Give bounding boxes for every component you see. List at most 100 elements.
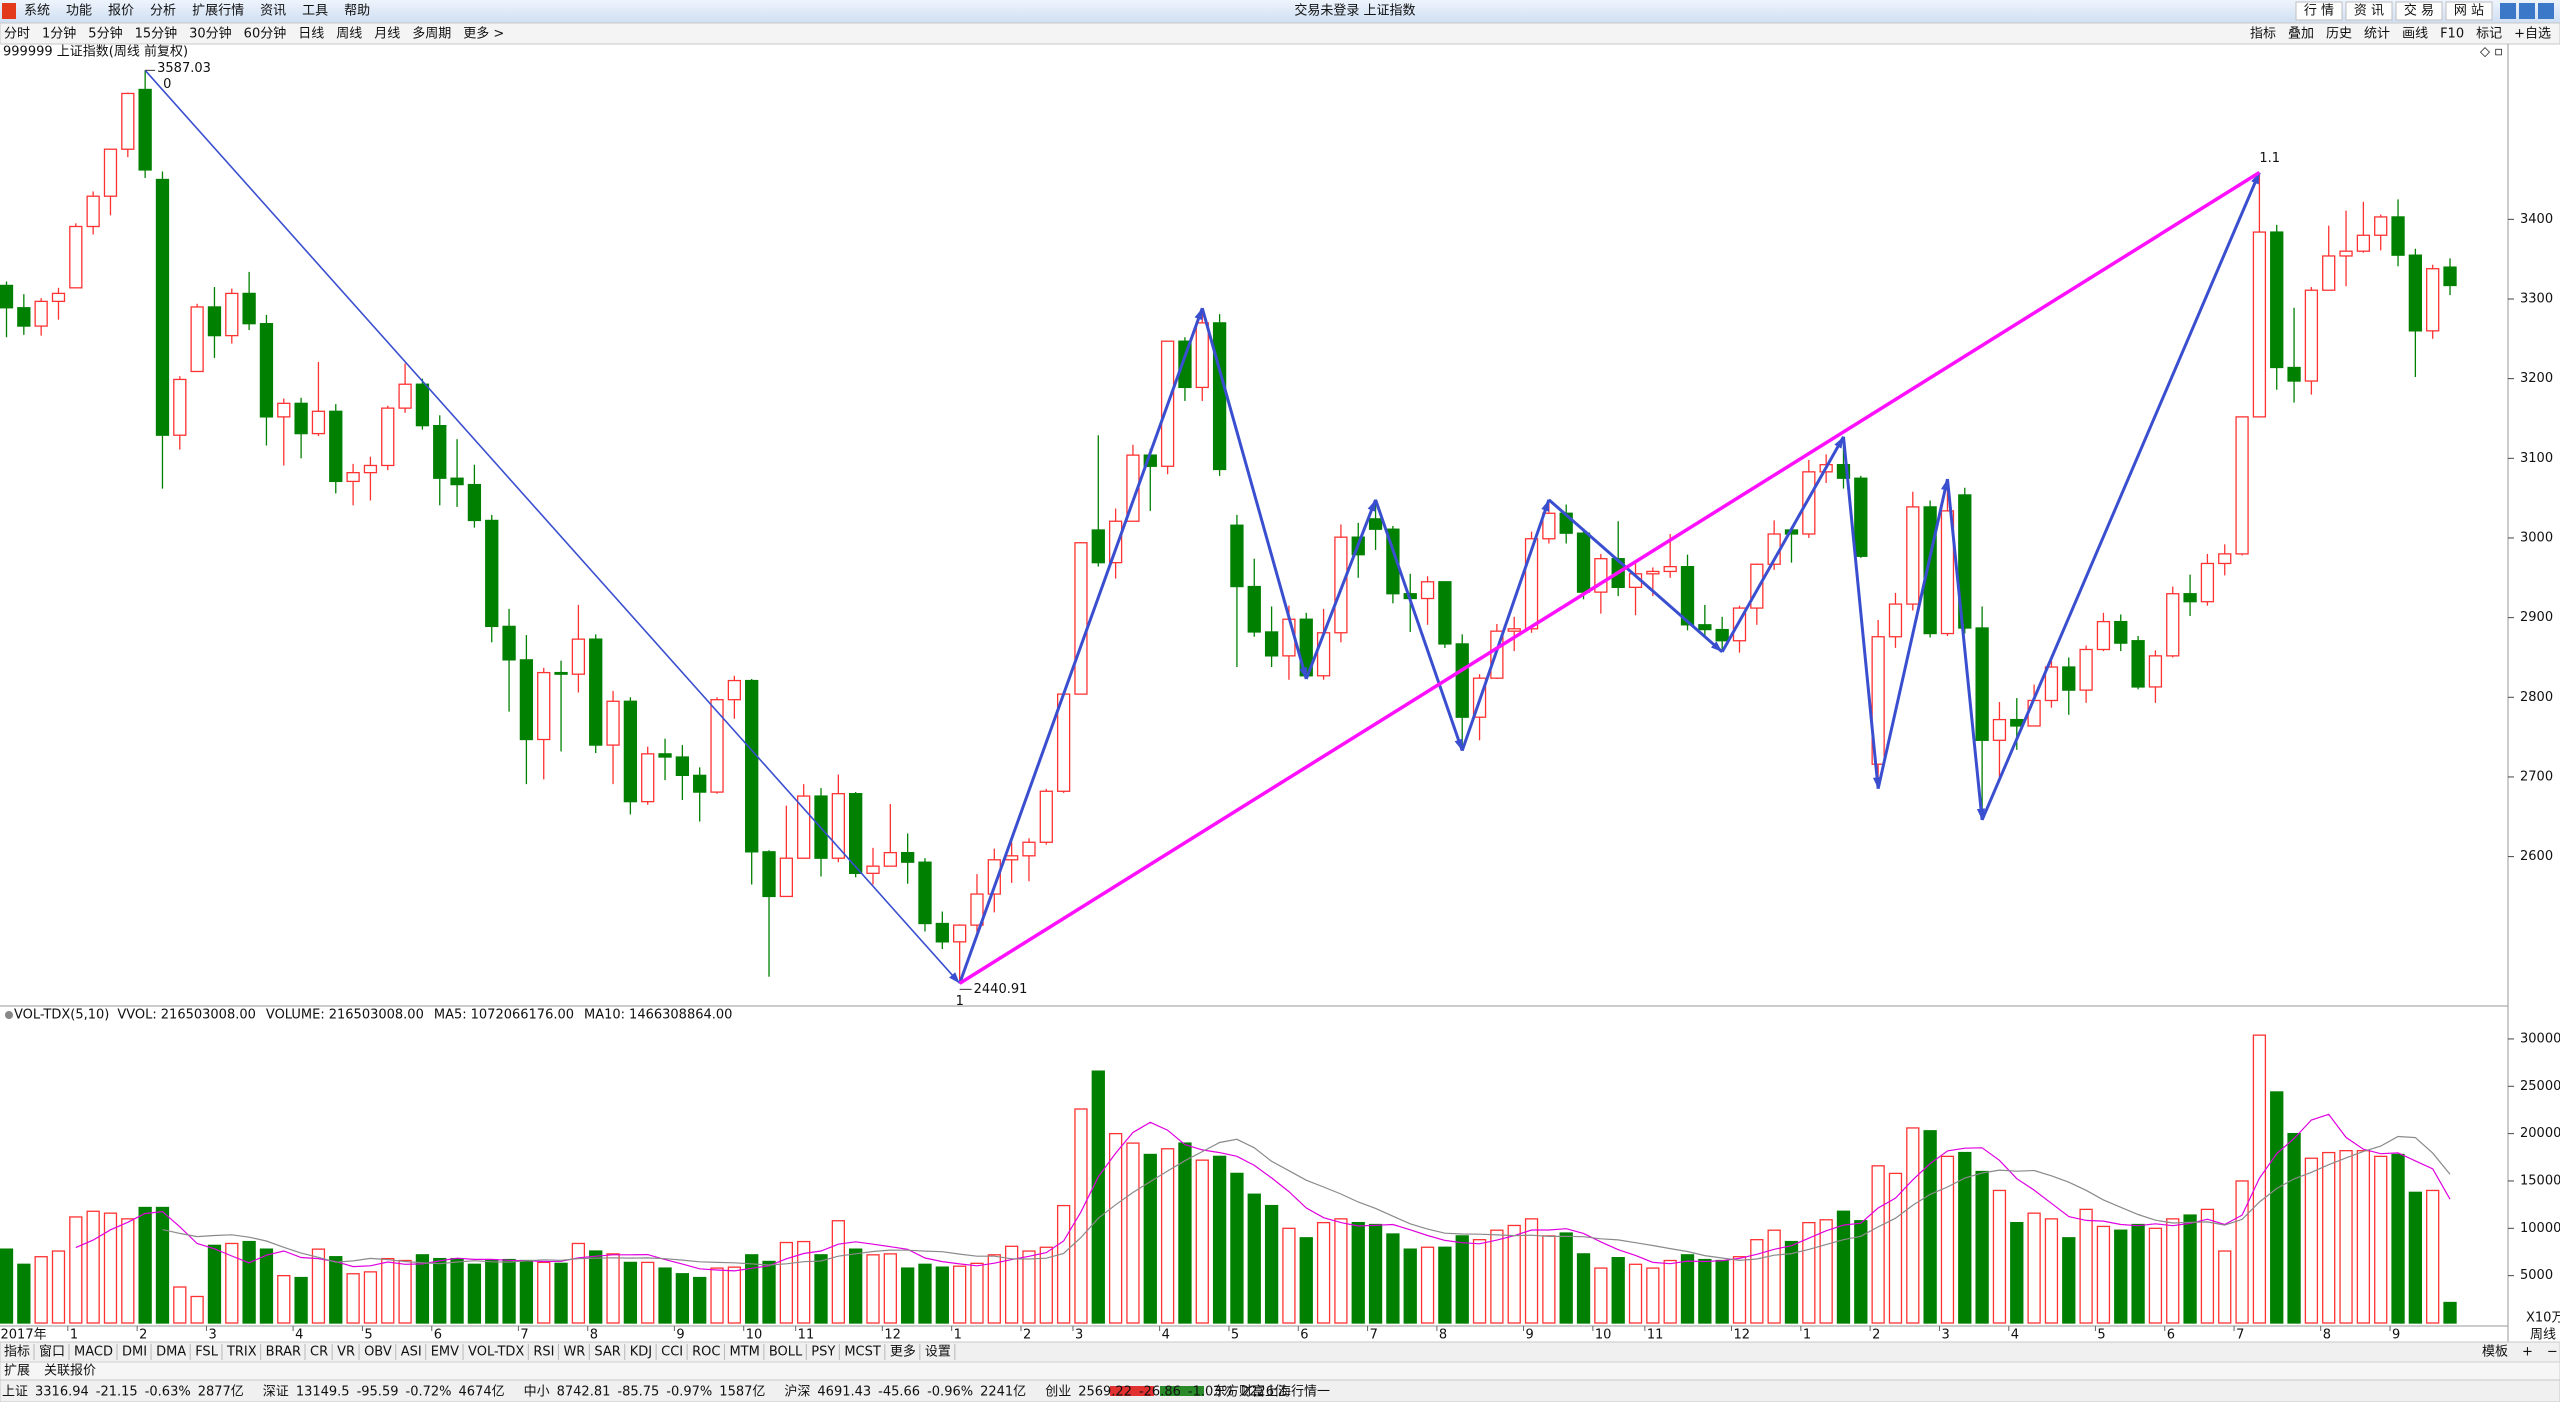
indicator-tab[interactable]: WR: [563, 1345, 585, 1360]
menu-item[interactable]: 分析: [150, 4, 176, 19]
candle-body: [1871, 636, 1885, 765]
y-tick-label: 2800: [2520, 690, 2553, 705]
menu-item[interactable]: 资讯: [260, 4, 286, 19]
tool-button[interactable]: 画线: [2402, 27, 2428, 42]
candle-body: [1438, 581, 1452, 645]
indicator-tab[interactable]: 设置: [925, 1345, 951, 1360]
menu-item[interactable]: 工具: [302, 4, 328, 19]
candle-body: [623, 700, 638, 803]
indicator-tab[interactable]: TRIX: [226, 1345, 257, 1360]
top-button-label[interactable]: 网 站: [2454, 4, 2484, 19]
top-button-label[interactable]: 资 讯: [2354, 4, 2384, 19]
indicator-tab[interactable]: DMA: [156, 1345, 186, 1360]
indicator-tab[interactable]: FSL: [195, 1345, 219, 1360]
candle-body: [2374, 216, 2388, 236]
status-value: 8742.81: [557, 1385, 611, 1400]
top-button[interactable]: [2445, 1, 2493, 21]
period-tab[interactable]: 30分钟: [189, 26, 232, 42]
indicator-tab[interactable]: RSI: [533, 1345, 554, 1360]
menu-item[interactable]: 扩展行情: [192, 4, 244, 19]
period-tab[interactable]: 更多 >: [463, 26, 504, 42]
indicator-tab[interactable]: ROC: [692, 1345, 720, 1360]
close-button[interactable]: [2538, 3, 2554, 19]
indicator-tab[interactable]: MCST: [844, 1345, 881, 1360]
y-tick-label: 3300: [2520, 291, 2553, 306]
volume-bar: [2235, 1180, 2249, 1324]
extra-tab[interactable]: 扩展: [4, 1364, 30, 1379]
candle-body: [2131, 640, 2145, 688]
volume-bar: [467, 1263, 482, 1324]
legend-name: MA10:: [584, 1008, 625, 1023]
menu-item[interactable]: 报价: [108, 4, 134, 19]
tool-button[interactable]: 统计: [2364, 27, 2390, 42]
indicator-tab[interactable]: CCI: [661, 1345, 683, 1360]
indicator-tab[interactable]: 窗口: [39, 1344, 65, 1360]
panel-control[interactable]: +: [2522, 1345, 2533, 1360]
indicator-tab[interactable]: MTM: [729, 1345, 759, 1360]
tool-button[interactable]: 指标: [2250, 27, 2276, 42]
candle-body: [2235, 416, 2249, 555]
x-tick-label: 8: [1439, 1328, 1447, 1343]
top-button[interactable]: [2295, 1, 2343, 21]
tool-button[interactable]: F10: [2440, 27, 2464, 42]
top-button[interactable]: [2345, 1, 2393, 21]
menu-item[interactable]: 系统: [24, 4, 50, 19]
period-tab[interactable]: 1分钟: [42, 26, 76, 42]
candle-body: [727, 679, 742, 701]
indicator-tab[interactable]: VOL-TDX: [468, 1345, 524, 1360]
indicator-tab[interactable]: PSY: [811, 1345, 835, 1360]
chart-tool-icons[interactable]: ◇ ▫: [2480, 45, 2503, 60]
top-button-label[interactable]: 交 易: [2404, 3, 2434, 19]
period-tab[interactable]: 周线: [336, 27, 362, 42]
indicator-tab[interactable]: VR: [337, 1345, 355, 1360]
period-tab[interactable]: 分时: [4, 27, 30, 42]
volume-bar: [1940, 1155, 1955, 1324]
volume-bar: [658, 1267, 672, 1324]
tool-button[interactable]: 叠加: [2288, 27, 2314, 42]
indicator-tab[interactable]: DMI: [122, 1345, 147, 1360]
panel-control[interactable]: −: [2547, 1345, 2558, 1360]
menu-item[interactable]: 功能: [66, 4, 92, 19]
tool-button[interactable]: 历史: [2326, 27, 2352, 42]
period-tab[interactable]: 多周期: [412, 26, 451, 42]
period-tab[interactable]: 5分钟: [88, 26, 122, 42]
minimize-button[interactable]: [2500, 3, 2516, 19]
indicator-tab[interactable]: OBV: [364, 1345, 392, 1360]
volume-bar: [1334, 1218, 1348, 1324]
volume-bar: [831, 1220, 845, 1324]
top-button[interactable]: [2395, 1, 2443, 21]
indicator-tab[interactable]: KDJ: [630, 1345, 652, 1360]
period-tab[interactable]: 月线: [374, 27, 400, 42]
menu-item[interactable]: 帮助: [344, 4, 370, 19]
status-amount: 2226亿: [1241, 1385, 1287, 1400]
period-tab[interactable]: 60分钟: [244, 26, 287, 42]
maximize-button[interactable]: [2519, 3, 2535, 19]
indicator-tab[interactable]: BOLL: [769, 1345, 803, 1360]
extra-tab[interactable]: 关联报价: [44, 1364, 96, 1379]
panel-control[interactable]: 模板: [2482, 1345, 2508, 1360]
tool-button[interactable]: +自选: [2514, 27, 2551, 42]
indicator-tab[interactable]: ASI: [401, 1345, 422, 1360]
indicator-tab[interactable]: 指标: [4, 1345, 30, 1360]
indicator-tab[interactable]: 更多: [890, 1344, 916, 1360]
indicator-tab[interactable]: CR: [310, 1345, 328, 1360]
period-tab[interactable]: 日线: [298, 27, 324, 42]
candle-body: [277, 402, 291, 418]
candle-body: [1212, 322, 1227, 471]
period-tab[interactable]: 15分钟: [135, 26, 178, 42]
indicator-tab[interactable]: MACD: [74, 1345, 113, 1360]
top-button-label[interactable]: 行 情: [2304, 4, 2334, 19]
indicator-tab[interactable]: SAR: [594, 1345, 620, 1360]
volume-bar: [2270, 1091, 2284, 1324]
volume-bar: [1524, 1218, 1539, 1324]
wave-line: [1980, 171, 2261, 821]
volume-bar: [34, 1256, 48, 1324]
indicator-tab[interactable]: BRAR: [266, 1345, 301, 1360]
candle-body: [883, 851, 897, 867]
feed-indicator: [1110, 1386, 1204, 1396]
indicator-tab[interactable]: EMV: [431, 1345, 459, 1360]
candle-body: [1230, 524, 1244, 588]
volume-bar: [2114, 1229, 2128, 1324]
tool-button[interactable]: 标记: [2476, 27, 2502, 42]
x-tick-label: 3: [1075, 1328, 1083, 1343]
